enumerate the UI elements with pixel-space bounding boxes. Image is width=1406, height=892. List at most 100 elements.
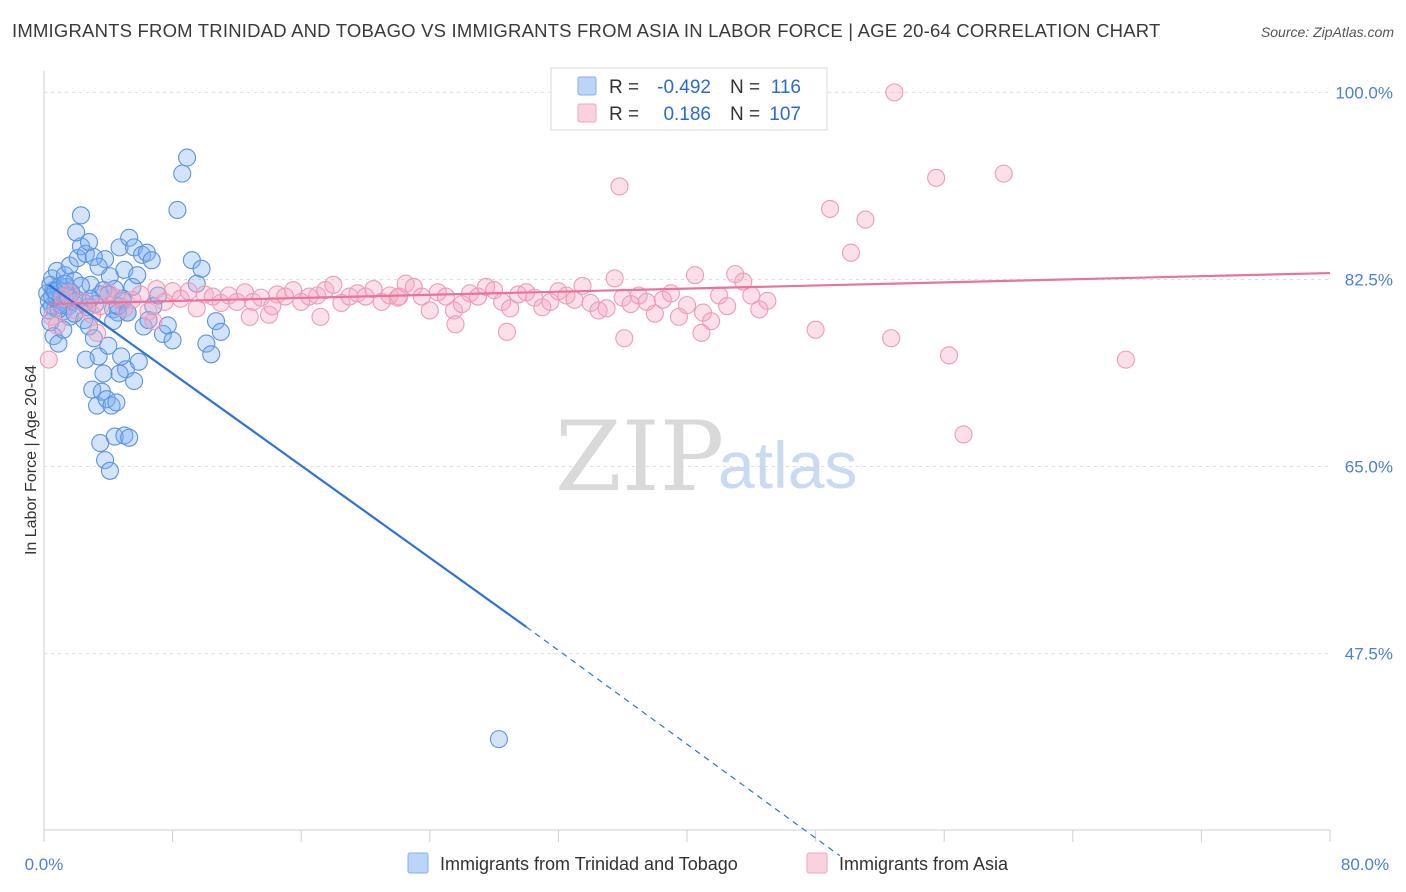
- data-point-asia: [131, 285, 150, 304]
- data-point-trinidad-tobago: [79, 232, 99, 252]
- data-point-asia: [47, 316, 66, 335]
- data-point-trinidad-tobago: [149, 286, 168, 305]
- data-point-asia: [263, 297, 282, 316]
- data-point-trinidad-tobago: [206, 312, 226, 331]
- watermark-zip: ZIP: [555, 401, 724, 513]
- data-point-trinidad-tobago: [197, 334, 216, 353]
- data-point-trinidad-tobago: [99, 336, 118, 355]
- data-point-asia: [501, 299, 520, 318]
- trend-line-asia: [48, 271, 1331, 306]
- y-tick-label: 100.0%: [1335, 83, 1393, 102]
- data-point-trinidad-tobago: [120, 428, 139, 447]
- data-point-trinidad-tobago: [489, 730, 508, 749]
- data-point-trinidad-tobago: [107, 393, 126, 412]
- legend-n-label-pink: N =: [730, 104, 760, 125]
- data-point-asia: [885, 83, 904, 102]
- data-point-asia: [364, 280, 383, 299]
- data-point-asia: [605, 269, 624, 288]
- data-point-trinidad-tobago: [153, 324, 173, 344]
- data-point-asia: [841, 243, 861, 262]
- data-point-asia: [758, 291, 777, 310]
- data-point-asia: [734, 272, 753, 291]
- data-point-trinidad-tobago: [128, 266, 147, 285]
- data-point-trinidad-tobago: [211, 322, 230, 341]
- data-point-asia: [147, 280, 166, 299]
- data-point-asia: [243, 292, 263, 311]
- series-trinidad-tobago: [38, 148, 508, 749]
- data-point-asia: [497, 322, 517, 341]
- data-point-asia: [179, 282, 198, 301]
- data-point-asia: [685, 266, 705, 285]
- trend-lines: [48, 271, 1331, 857]
- legend-n-value-pink: 107: [769, 104, 801, 125]
- y-tick-label: 82.5%: [1345, 270, 1393, 289]
- data-point-trinidad-tobago: [120, 228, 139, 247]
- data-point-asia: [144, 312, 163, 331]
- data-point-asia: [645, 304, 664, 323]
- source-note: Source: ZipAtlas.com: [1260, 24, 1394, 40]
- data-point-trinidad-tobago: [68, 249, 87, 268]
- data-point-asia: [420, 301, 439, 320]
- data-point-trinidad-tobago: [173, 164, 192, 183]
- y-axis-label: In Labor Force | Age 20-64: [23, 365, 40, 555]
- data-point-asia: [311, 307, 330, 326]
- data-point-asia: [856, 210, 875, 229]
- data-point-trinidad-tobago: [110, 238, 129, 257]
- data-point-asia: [718, 297, 737, 316]
- data-point-asia: [87, 323, 107, 342]
- data-point-trinidad-tobago: [71, 206, 91, 225]
- data-point-trinidad-tobago: [96, 451, 115, 470]
- x-tick-label-min: 0.0%: [25, 855, 64, 874]
- y-tick-label: 65.0%: [1345, 458, 1393, 477]
- data-point-trinidad-tobago: [168, 200, 187, 220]
- data-point-trinidad-tobago: [110, 364, 129, 383]
- bottom-legend-label-pink: Immigrants from Asia: [839, 854, 1009, 874]
- data-point-asia: [692, 323, 711, 342]
- data-point-asia: [388, 288, 407, 307]
- legend-r-value-pink: 0.186: [663, 104, 711, 125]
- data-point-asia: [610, 177, 629, 196]
- x-tick-label-max: 80.0%: [1341, 855, 1389, 874]
- series-asia: [39, 83, 1135, 444]
- legend-box: R = -0.492 N = 116 R = 0.186 N = 107: [550, 67, 828, 131]
- data-point-trinidad-tobago: [102, 396, 121, 415]
- data-point-trinidad-tobago: [129, 352, 148, 371]
- grid-lines: [44, 91, 1330, 655]
- data-point-asia: [324, 275, 343, 294]
- watermark-atlas: atlas: [718, 428, 857, 502]
- data-point-asia: [882, 329, 901, 348]
- bottom-legend: Immigrants from Trinidad and Tobago Immi…: [407, 852, 1009, 874]
- data-point-asia: [939, 346, 959, 365]
- data-point-trinidad-tobago: [84, 247, 103, 267]
- data-point-trinidad-tobago: [124, 371, 144, 391]
- bottom-legend-swatch-blue: [407, 852, 429, 874]
- legend-swatch-blue: [577, 76, 597, 96]
- data-point-asia: [1116, 350, 1135, 369]
- legend-r-label-pink: R =: [609, 104, 639, 125]
- chart-title: IMMIGRANTS FROM TRINIDAD AND TOBAGO VS I…: [12, 20, 1161, 41]
- data-point-asia: [821, 199, 840, 218]
- data-point-asia: [39, 350, 58, 369]
- data-point-asia: [661, 284, 680, 303]
- data-point-asia: [702, 312, 721, 331]
- data-point-asia: [446, 315, 465, 334]
- data-point-trinidad-tobago: [94, 364, 113, 383]
- data-point-trinidad-tobago: [105, 427, 124, 446]
- data-point-asia: [954, 425, 973, 444]
- bottom-legend-swatch-pink: [806, 852, 828, 874]
- data-point-asia: [436, 287, 455, 306]
- data-point-asia: [677, 296, 697, 315]
- y-tick-label: 47.5%: [1345, 645, 1393, 664]
- data-point-asia: [615, 329, 634, 348]
- data-point-trinidad-tobago: [142, 251, 161, 270]
- legend-r-value-blue: -0.492: [657, 77, 711, 98]
- data-point-trinidad-tobago: [178, 148, 197, 167]
- bottom-legend-label-blue: Immigrants from Trinidad and Tobago: [440, 854, 738, 874]
- data-point-trinidad-tobago: [96, 250, 115, 269]
- data-point-asia: [428, 283, 447, 302]
- trend-line-extension-trinidad-tobago: [525, 626, 841, 857]
- legend-frame: [550, 67, 828, 131]
- data-point-trinidad-tobago: [89, 257, 108, 276]
- data-point-asia: [927, 168, 946, 187]
